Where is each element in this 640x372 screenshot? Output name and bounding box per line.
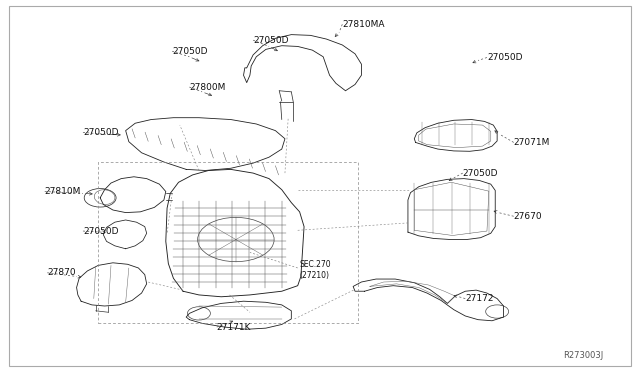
Text: 27172: 27172: [465, 294, 494, 303]
Text: 27050D: 27050D: [83, 128, 118, 137]
Text: 27050D: 27050D: [463, 169, 498, 177]
Text: 27670: 27670: [514, 212, 542, 221]
Text: 27071M: 27071M: [514, 138, 550, 147]
Text: 27050D: 27050D: [172, 47, 207, 56]
Text: 27050D: 27050D: [487, 53, 522, 62]
Text: SEC.270
(27210): SEC.270 (27210): [300, 260, 332, 280]
Text: 27870: 27870: [47, 268, 76, 277]
Text: 27171K: 27171K: [217, 323, 252, 331]
Text: 27810MA: 27810MA: [342, 20, 385, 29]
Text: 27810M: 27810M: [45, 187, 81, 196]
Text: 27800M: 27800M: [189, 83, 226, 92]
Text: 27050D: 27050D: [253, 36, 289, 45]
Text: 27050D: 27050D: [83, 227, 118, 235]
Text: R273003J: R273003J: [563, 351, 604, 360]
